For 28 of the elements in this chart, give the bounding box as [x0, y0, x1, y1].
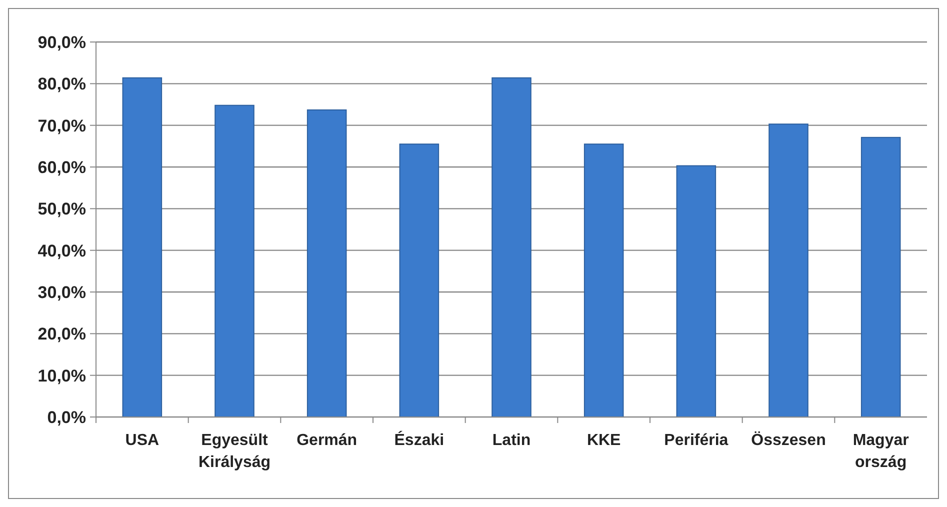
- bar: [492, 77, 532, 418]
- x-tick-label: Germán: [296, 432, 358, 449]
- x-tick-label: Magyar ország: [852, 432, 909, 471]
- x-tick-label: Periféria: [664, 432, 728, 449]
- y-tick-label: 60,0%: [38, 158, 86, 177]
- y-tick-label: 80,0%: [38, 74, 86, 94]
- bar: [306, 109, 347, 418]
- bar: [768, 124, 808, 418]
- y-tick-label: 50,0%: [38, 200, 86, 219]
- x-tick-label: Összesen: [751, 431, 826, 449]
- y-tick-label: 90,0%: [38, 32, 86, 52]
- y-tick-label: 10,0%: [38, 366, 86, 386]
- x-tick-label: Északi: [394, 430, 444, 449]
- y-tick-label: 20,0%: [38, 324, 86, 344]
- x-tick-label: Egyesült Királyság: [198, 432, 271, 471]
- bar: [584, 144, 624, 418]
- y-tick-label: 40,0%: [38, 241, 86, 260]
- bar: [214, 104, 254, 418]
- bar: [676, 165, 716, 418]
- bar: [122, 77, 162, 418]
- bar: [860, 136, 901, 418]
- x-tick-label: Latin: [492, 432, 531, 449]
- y-tick-label: 70,0%: [38, 116, 86, 136]
- x-tick-label: USA: [125, 432, 160, 449]
- bar: [399, 144, 440, 418]
- y-tick-label: 0,0%: [47, 408, 86, 427]
- x-tick-label: KKE: [586, 432, 622, 449]
- y-tick-label: 30,0%: [38, 282, 86, 302]
